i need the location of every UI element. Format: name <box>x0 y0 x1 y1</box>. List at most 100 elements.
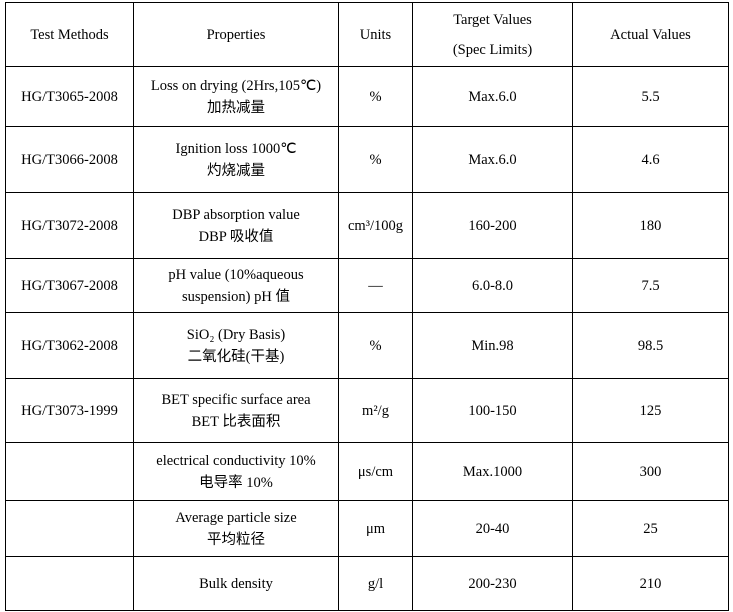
data-row: HG/T3072-2008 DBP absorption value DBP 吸收值… <box>5 192 729 259</box>
cell-text: 25 <box>643 520 658 537</box>
table-body: Test Methods Properties Units Target Values… <box>5 2 729 611</box>
header-cell: Actual Values <box>572 2 729 67</box>
data-row: HG/T3066-2008 Ignition loss 1000℃ 灼烧减量% Max… <box>5 126 729 193</box>
cell: HG/T3066-2008 <box>5 126 134 193</box>
data-row: HG/T3073-1999 BET specific surface area BE… <box>5 378 729 443</box>
cell: % <box>338 312 413 379</box>
cell-text: HG/T3067-2008 <box>21 277 118 294</box>
cell: 100-150 <box>412 378 573 443</box>
cell-text: Test Methods <box>30 26 109 43</box>
cell-text: DBP 吸收值 <box>198 228 274 245</box>
data-row: electrical conductivity 10% 电导率 10% μs/cm M… <box>5 442 729 501</box>
cell <box>5 500 134 557</box>
cell: Min.98 <box>412 312 573 379</box>
cell: Bulk density <box>133 556 339 611</box>
cell: Max.6.0 <box>412 66 573 127</box>
cell-text: 180 <box>639 217 662 234</box>
cell-text: μs/cm <box>357 463 394 480</box>
cell: BET specific surface area BET 比表面积 <box>133 378 339 443</box>
cell-text: m²/g <box>362 402 389 419</box>
cell-text: 二氧化硅(干基) <box>187 348 285 365</box>
cell-text: μm <box>365 520 386 537</box>
cell-text: 210 <box>639 575 662 592</box>
cell: 125 <box>572 378 729 443</box>
cell: HG/T3067-2008 <box>5 258 134 313</box>
cell-text: Units <box>359 26 392 43</box>
cell-text: DBP absorption value <box>172 206 300 223</box>
cell-text: 200-230 <box>468 575 517 592</box>
cell: Loss on drying (2Hrs,105℃) 加热减量 <box>133 66 339 127</box>
cell-text: Properties <box>206 26 266 43</box>
cell-text: Max.6.0 <box>468 88 517 105</box>
cell-text: 4.6 <box>641 151 660 168</box>
cell-text: 20-40 <box>475 520 510 537</box>
cell: 160-200 <box>412 192 573 259</box>
cell: SiO₂ (Dry Basis) 二氧化硅(干基) <box>133 312 339 379</box>
cell-text: % <box>369 337 382 354</box>
cell: cm³/100g <box>338 192 413 259</box>
cell-text: suspension) pH 值 <box>182 288 290 305</box>
header-cell: Units <box>338 2 413 67</box>
cell-text: 平均粒径 <box>207 531 265 548</box>
cell-text: HG/T3065-2008 <box>21 88 118 105</box>
cell: HG/T3065-2008 <box>5 66 134 127</box>
cell-text: 5.5 <box>641 88 660 105</box>
cell-text: % <box>369 151 382 168</box>
cell: m²/g <box>338 378 413 443</box>
cell: 20-40 <box>412 500 573 557</box>
cell <box>5 442 134 501</box>
cell: 5.5 <box>572 66 729 127</box>
cell-text: % <box>369 88 382 105</box>
data-row: HG/T3062-2008 SiO₂ (Dry Basis) 二氧化硅(干基)% Mi… <box>5 312 729 379</box>
cell-text: 160-200 <box>468 217 517 234</box>
cell-text: Average particle size <box>175 509 297 526</box>
header-row: Test Methods Properties Units Target Values… <box>5 2 729 67</box>
cell-text: 加热减量 <box>207 99 265 116</box>
cell-text: 100-150 <box>468 402 517 419</box>
header-cell: Test Methods <box>5 2 134 67</box>
cell: g/l <box>338 556 413 611</box>
header-cell: Target Values (Spec Limits) <box>412 2 573 67</box>
cell-text: Max.6.0 <box>468 151 517 168</box>
cell-text: Ignition loss 1000℃ <box>175 140 297 157</box>
data-row: HG/T3067-2008 pH value (10%aqueous suspens… <box>5 258 729 313</box>
cell: 180 <box>572 192 729 259</box>
cell-text: Actual Values <box>610 26 691 43</box>
cell-text: BET 比表面积 <box>191 413 281 430</box>
cell: Average particle size 平均粒径 <box>133 500 339 557</box>
cell: 4.6 <box>572 126 729 193</box>
cell-text: 125 <box>639 402 662 419</box>
cell: % <box>338 126 413 193</box>
cell-text: Bulk density <box>199 575 273 592</box>
cell: DBP absorption value DBP 吸收值 <box>133 192 339 259</box>
cell: HG/T3072-2008 <box>5 192 134 259</box>
cell: Max.6.0 <box>412 126 573 193</box>
cell-text: cm³/100g <box>347 217 404 234</box>
cell: 25 <box>572 500 729 557</box>
cell: HG/T3062-2008 <box>5 312 134 379</box>
cell: pH value (10%aqueous suspension) pH 值 <box>133 258 339 313</box>
cell-text: (Spec Limits) <box>452 41 533 58</box>
cell: Max.1000 <box>412 442 573 501</box>
cell-text: 300 <box>639 463 662 480</box>
cell-text: HG/T3073-1999 <box>21 402 118 419</box>
cell-text: BET specific surface area <box>161 391 311 408</box>
cell-text: 电导率 10% <box>199 474 273 491</box>
cell-text: electrical conductivity 10% <box>156 452 316 469</box>
data-row: Bulk density g/l 200-230 210 <box>5 556 729 611</box>
cell-text: Min.98 <box>471 337 514 354</box>
cell-text: pH value (10%aqueous <box>168 266 304 283</box>
data-row: Average particle size 平均粒径 μm 20-40 25 <box>5 500 729 557</box>
spec-table: Test Methods Properties Units Target Values… <box>5 2 729 611</box>
cell-text: Loss on drying (2Hrs,105℃) <box>150 77 322 94</box>
cell-text: HG/T3066-2008 <box>21 151 118 168</box>
cell-text: — <box>368 277 383 294</box>
cell-text: HG/T3062-2008 <box>21 337 118 354</box>
data-row: HG/T3065-2008 Loss on drying (2Hrs,105℃) 加… <box>5 66 729 127</box>
cell-text: g/l <box>367 575 384 592</box>
cell: — <box>338 258 413 313</box>
cell: 300 <box>572 442 729 501</box>
cell: HG/T3073-1999 <box>5 378 134 443</box>
cell: electrical conductivity 10% 电导率 10% <box>133 442 339 501</box>
